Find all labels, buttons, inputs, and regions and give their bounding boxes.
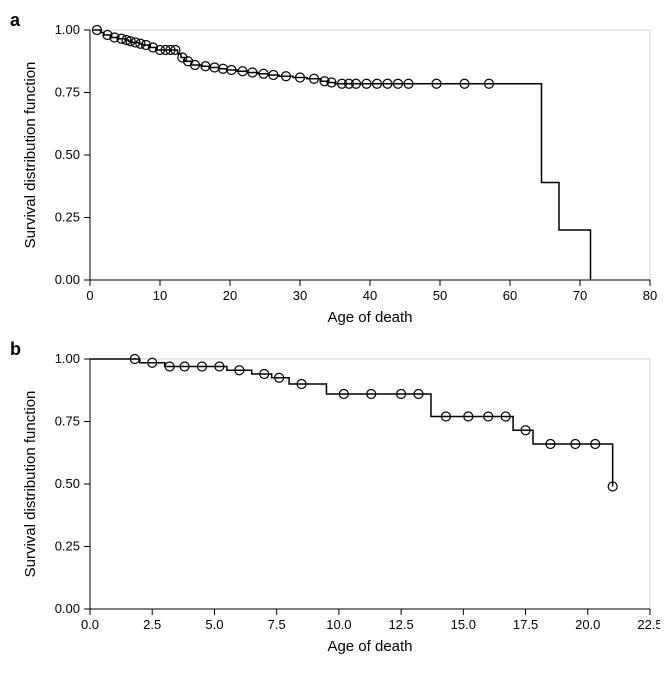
panel-b-label: b [10,339,21,360]
panel-a-label: a [10,10,20,31]
svg-text:10: 10 [153,288,167,303]
svg-text:7.5: 7.5 [268,617,286,632]
svg-text:10.0: 10.0 [326,617,351,632]
svg-text:60: 60 [503,288,517,303]
svg-text:0.75: 0.75 [55,414,80,429]
svg-text:40: 40 [363,288,377,303]
svg-text:20.0: 20.0 [575,617,600,632]
svg-text:30: 30 [293,288,307,303]
svg-text:0.25: 0.25 [55,539,80,554]
svg-text:22.5: 22.5 [637,617,660,632]
svg-text:15.0: 15.0 [451,617,476,632]
svg-text:0.75: 0.75 [55,85,80,100]
svg-text:70: 70 [573,288,587,303]
svg-text:1.00: 1.00 [55,351,80,366]
svg-text:1.00: 1.00 [55,22,80,37]
svg-text:Age of death: Age of death [327,309,412,326]
svg-text:Age of death: Age of death [327,638,412,655]
svg-text:0.0: 0.0 [81,617,99,632]
svg-text:0.00: 0.00 [55,272,80,287]
svg-text:0.00: 0.00 [55,601,80,616]
svg-text:50: 50 [433,288,447,303]
svg-text:2.5: 2.5 [143,617,161,632]
svg-text:80: 80 [643,288,657,303]
svg-text:0: 0 [86,288,93,303]
svg-text:0.50: 0.50 [55,476,80,491]
svg-text:Survival distribution function: Survival distribution function [22,62,39,249]
svg-text:0.50: 0.50 [55,147,80,162]
svg-text:20: 20 [223,288,237,303]
svg-text:0.25: 0.25 [55,210,80,225]
svg-text:5.0: 5.0 [205,617,223,632]
svg-text:12.5: 12.5 [388,617,413,632]
panel-b: b 0.02.55.07.510.012.515.017.520.022.50.… [10,339,658,664]
svg-text:Survival distribution function: Survival distribution function [22,391,39,578]
svg-text:17.5: 17.5 [513,617,538,632]
survival-chart-b: 0.0 2.5 5.0 7.5 10.0 12.5 15.0 17.5 20.0 22.5 0.00… [10,339,660,664]
survival-chart-a: 0 10 20 30 40 50 60 70 80 0.00 0.25 0.50 0.75 1.00 Age… [10,10,660,335]
panel-a: a 0 10 20 30 40 50 60 70 80 0.00 0.25 0.50 0.75 1.00 A… [10,10,658,335]
